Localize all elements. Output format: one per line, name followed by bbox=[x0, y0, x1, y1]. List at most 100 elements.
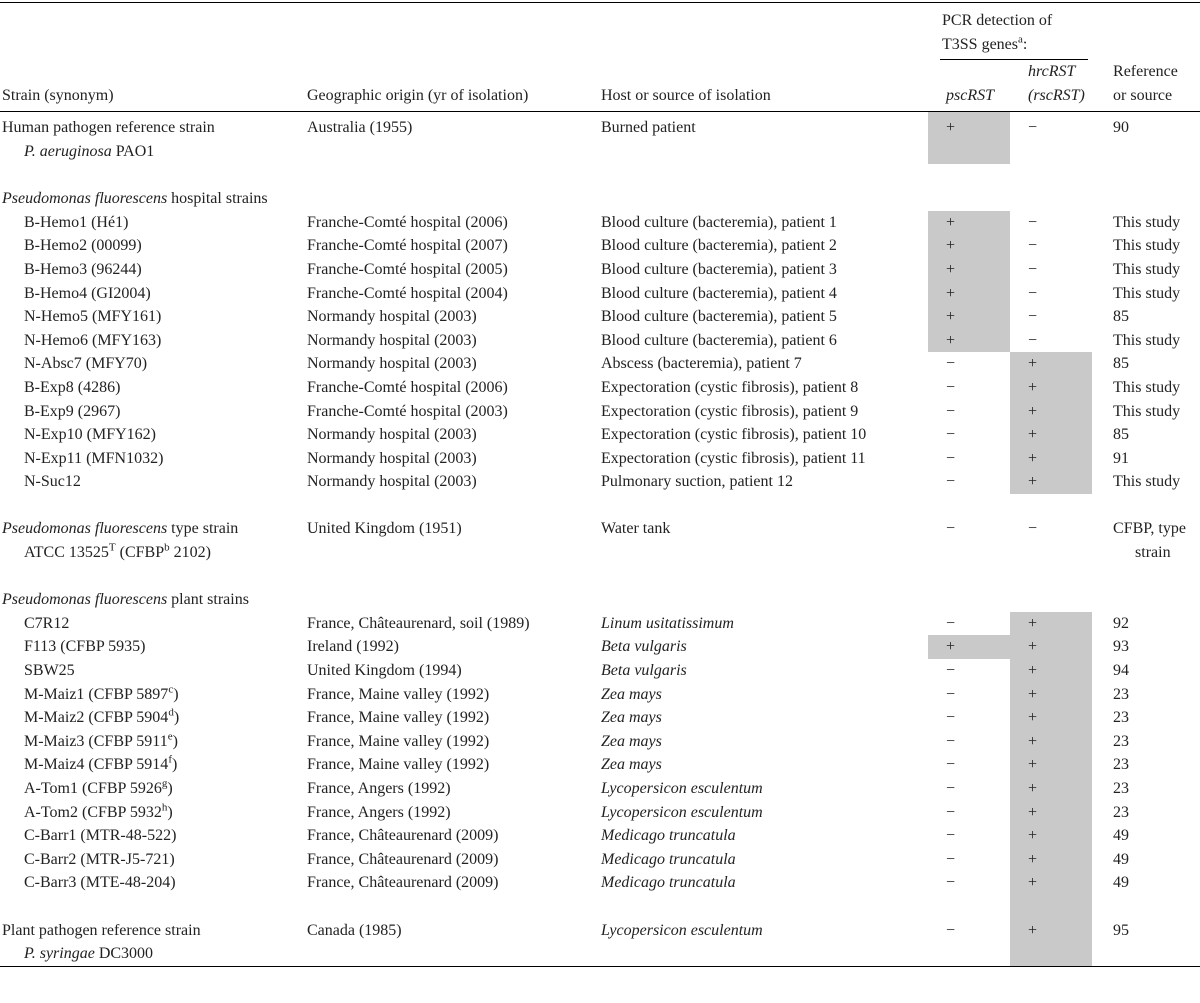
table-cell: This study bbox=[1092, 329, 1200, 353]
text: Blood culture (bacteremia), patient 5 bbox=[601, 308, 837, 326]
table-cell: Ireland (1992) bbox=[307, 635, 601, 659]
table-cell: − bbox=[1010, 305, 1092, 329]
table-cell: 90 bbox=[1092, 112, 1200, 164]
table-cell: + bbox=[928, 210, 1010, 235]
strain-row: N-Exp10 (MFY162) Normandy hospital (2003)… bbox=[0, 423, 1200, 447]
table-cell: 23 bbox=[1092, 706, 1200, 730]
text: + bbox=[946, 237, 956, 255]
table-cell: N-Suc12 bbox=[0, 470, 307, 494]
text: + bbox=[1028, 638, 1038, 656]
text: Blood culture (bacteremia), patient 3 bbox=[601, 260, 837, 278]
table-cell: 23 bbox=[1092, 683, 1200, 707]
table-cell: − bbox=[1010, 112, 1092, 164]
text: − bbox=[946, 756, 956, 774]
text: 91 bbox=[1113, 449, 1130, 467]
strain-row: M-Maiz1 (CFBP 5897c) France, Maine valley… bbox=[0, 682, 1200, 707]
table-cell: + bbox=[1010, 470, 1093, 494]
text: N-Hemo6 (MFY163) bbox=[24, 331, 162, 349]
cell-line: Pseudomonas fluorescens type strain bbox=[2, 517, 307, 541]
table-cell: Burned patient bbox=[601, 112, 928, 164]
text: Abscess (bacteremia), patient 7 bbox=[601, 355, 802, 373]
table-cell: This study bbox=[1092, 282, 1200, 306]
text: − bbox=[946, 685, 956, 703]
table-cell: + bbox=[1010, 446, 1093, 471]
footnote-mark: g bbox=[161, 777, 168, 790]
table-cell: + bbox=[1010, 706, 1093, 730]
text: 23 bbox=[1113, 732, 1130, 750]
table-cell: − bbox=[1010, 282, 1092, 306]
strain-row: B-Exp8 (4286) Franche-Comté hospital (200… bbox=[0, 375, 1200, 400]
text: This study bbox=[1113, 260, 1181, 278]
text: United Kingdom (1994) bbox=[307, 662, 462, 680]
text: A-Tom1 (CFBP 5926 bbox=[24, 780, 162, 797]
strain-row: SBW25 United Kingdom (1994) Beta vulgaris −… bbox=[0, 659, 1200, 683]
cell-line: Reference bbox=[1113, 60, 1200, 84]
text: This study bbox=[1113, 331, 1181, 349]
text: France, Maine valley (1992) bbox=[307, 685, 490, 703]
table-cell: This study bbox=[1092, 258, 1200, 282]
table-cell: − bbox=[928, 470, 1010, 494]
table-cell: − bbox=[928, 871, 1010, 895]
text: Expectoration (cystic fibrosis), patient… bbox=[601, 378, 859, 396]
table-cell: B-Exp9 (2967) bbox=[0, 400, 307, 424]
strain-row: B-Hemo3 (96244) Franche-Comté hospital (2… bbox=[0, 257, 1200, 282]
text: Normandy hospital (2003) bbox=[307, 355, 477, 373]
table-cell: Normandy hospital (2003) bbox=[307, 470, 601, 494]
text: B-Hemo1 (Hé1) bbox=[24, 213, 129, 231]
table-cell: + bbox=[1010, 894, 1093, 967]
table-cell: + bbox=[1010, 729, 1093, 754]
text: N-Exp11 (MFN1032) bbox=[24, 449, 164, 467]
table-cell: Lycopersicon esculentum bbox=[601, 801, 928, 825]
text: France, Châteaurenard, soil (1989) bbox=[307, 614, 530, 632]
table-cell: 95 bbox=[1092, 895, 1200, 966]
text: + bbox=[1028, 662, 1038, 680]
table-cell: + bbox=[1010, 871, 1093, 895]
strain-row: B-Hemo1 (Hé1) Franche-Comté hospital (200… bbox=[0, 210, 1200, 235]
cell-line: P. aeruginosa PAO1 bbox=[2, 140, 307, 164]
text: This study bbox=[1113, 402, 1181, 420]
text: Reference bbox=[1113, 63, 1178, 81]
table-cell: + bbox=[928, 257, 1010, 282]
text: 49 bbox=[1113, 874, 1130, 892]
strain-row: A-Tom1 (CFBP 5926g) France, Angers (1992)… bbox=[0, 777, 1200, 801]
table-cell: Expectoration (cystic fibrosis), patient… bbox=[601, 447, 928, 471]
cell-line: hrcRST bbox=[1028, 60, 1092, 84]
text: Blood culture (bacteremia), patient 1 bbox=[601, 213, 837, 231]
table-cell: Normandy hospital (2003) bbox=[307, 423, 601, 447]
text: ) bbox=[173, 709, 180, 727]
italic-text: Zea mays bbox=[601, 756, 662, 774]
text: 94 bbox=[1113, 662, 1130, 680]
text: ) bbox=[171, 756, 178, 774]
text: N-Suc12 bbox=[24, 473, 81, 491]
text: Geographic origin (yr of isolation) bbox=[307, 86, 529, 104]
text: − bbox=[946, 874, 956, 892]
table-cell: C-Barr2 (MTR-J5-721) bbox=[0, 848, 307, 872]
table-cell: United Kingdom (1994) bbox=[307, 659, 601, 683]
text: Franche-Comté hospital (2003) bbox=[307, 402, 508, 420]
text: Normandy hospital (2003) bbox=[307, 473, 477, 491]
cell-line: Human pathogen reference strain bbox=[2, 116, 307, 140]
section-title: Pseudomonas fluorescens hospital strains bbox=[0, 187, 320, 211]
text: + bbox=[946, 260, 956, 278]
table-cell: Medicago truncatula bbox=[601, 848, 928, 872]
text: C-Barr3 (MTE-48-204) bbox=[24, 874, 176, 892]
text: Australia (1955) bbox=[307, 119, 413, 137]
text: France, Angers (1992) bbox=[307, 803, 451, 821]
footnote-mark: b bbox=[164, 541, 170, 554]
table-cell: France, Châteaurenard (2009) bbox=[307, 848, 601, 872]
footnote-mark: T bbox=[108, 541, 116, 554]
text: + bbox=[1028, 473, 1038, 491]
table-cell: Beta vulgaris bbox=[601, 659, 928, 683]
cell-line: strain bbox=[1113, 541, 1200, 565]
text: − bbox=[1028, 260, 1038, 278]
table-cell: + bbox=[1010, 399, 1093, 424]
table-cell: Human pathogen reference strain P. aerugi… bbox=[0, 112, 307, 164]
text: Franche-Comté hospital (2006) bbox=[307, 213, 508, 231]
text: 90 bbox=[1113, 119, 1130, 137]
section-title-cell: Pseudomonas fluorescens plant strains bbox=[0, 565, 601, 612]
table-cell: 23 bbox=[1092, 753, 1200, 777]
table-cell: France, Châteaurenard (2009) bbox=[307, 824, 601, 848]
table-cell: Normandy hospital (2003) bbox=[307, 329, 601, 353]
table-cell: − bbox=[928, 352, 1010, 376]
table-cell: Blood culture (bacteremia), patient 4 bbox=[601, 282, 928, 306]
